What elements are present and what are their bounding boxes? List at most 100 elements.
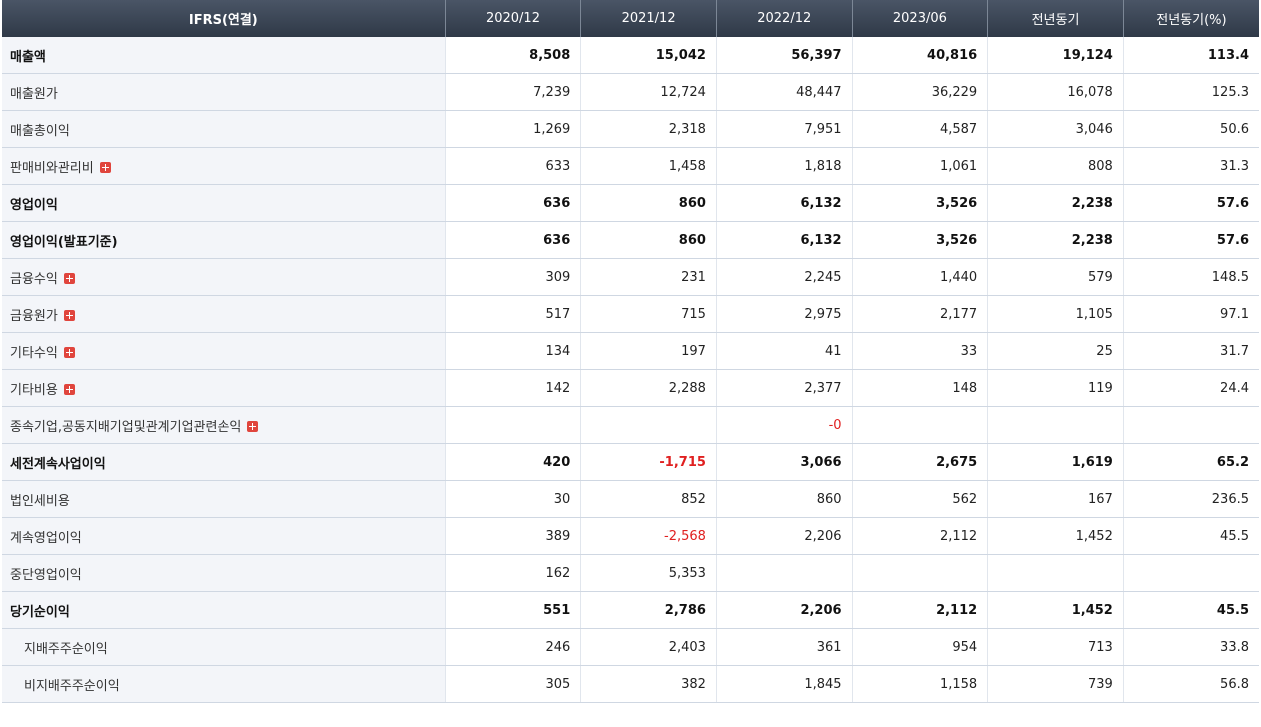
financial-statement-panel: IFRS(연결) 2020/12 2021/12 2022/12 2023/06…: [2, 0, 1259, 703]
table-header: IFRS(연결) 2020/12 2021/12 2022/12 2023/06…: [2, 0, 1259, 37]
income-statement-table: IFRS(연결) 2020/12 2021/12 2022/12 2023/06…: [2, 0, 1259, 703]
header-col-prev-period: 전년동기: [987, 0, 1124, 37]
row-label-cell[interactable]: 판매비와관리비: [2, 147, 446, 185]
value-cell: 6,132: [716, 221, 853, 259]
row-label: 당기순이익: [10, 604, 70, 620]
value-cell: 125.3: [1123, 73, 1259, 111]
value-cell: 97.1: [1123, 295, 1259, 333]
value-cell: 1,458: [580, 147, 717, 185]
table-row: 계속영업이익 389 -2,568 2,206 2,112 1,452 45.5: [2, 517, 1259, 555]
value-cell: [1123, 554, 1259, 592]
value-cell: 2,238: [987, 221, 1124, 259]
header-col-2021-12: 2021/12: [580, 0, 717, 37]
value-cell: 7,951: [716, 110, 853, 148]
expand-plus-icon[interactable]: [247, 420, 259, 432]
value-cell: 5,353: [580, 554, 717, 592]
row-label-cell: 세전계속사업이익: [2, 443, 446, 481]
value-cell: 305: [445, 665, 582, 703]
table-row: 비지배주주순이익 305 382 1,845 1,158 739 56.8: [2, 665, 1259, 703]
expand-plus-icon[interactable]: [63, 272, 75, 284]
value-cell: 50.6: [1123, 110, 1259, 148]
value-cell: 389: [445, 517, 582, 555]
table-row: 판매비와관리비 633 1,458 1,818 1,061 808 31.3: [2, 147, 1259, 185]
row-label-cell[interactable]: 금융수익: [2, 258, 446, 296]
value-cell: 45.5: [1123, 517, 1259, 555]
value-cell: 1,452: [987, 517, 1124, 555]
value-cell: 119: [987, 369, 1124, 407]
value-cell: 2,245: [716, 258, 853, 296]
value-cell: 808: [987, 147, 1124, 185]
value-cell: 3,066: [716, 443, 853, 481]
row-label-cell: 계속영업이익: [2, 517, 446, 555]
value-cell: 8,508: [445, 37, 582, 74]
table-row: 매출액 8,508 15,042 56,397 40,816 19,124 113.4: [2, 37, 1259, 74]
value-cell: 36,229: [852, 73, 989, 111]
value-cell: 1,158: [852, 665, 989, 703]
value-cell: 633: [445, 147, 582, 185]
value-cell: 33.8: [1123, 628, 1259, 666]
row-label: 매출액: [10, 49, 46, 65]
value-cell: 16,078: [987, 73, 1124, 111]
value-cell: 1,845: [716, 665, 853, 703]
value-cell: 65.2: [1123, 443, 1259, 481]
value-cell: 148.5: [1123, 258, 1259, 296]
value-cell: 636: [445, 221, 582, 259]
row-label-cell: 매출액: [2, 37, 446, 74]
table-row: 기타비용 142 2,288 2,377 148 119 24.4: [2, 369, 1259, 407]
table-row: 지배주주순이익 246 2,403 361 954 713 33.8: [2, 628, 1259, 666]
row-label-cell: 중단영업이익: [2, 554, 446, 592]
value-cell: 57.6: [1123, 221, 1259, 259]
row-label-cell[interactable]: 종속기업,공동지배기업및관계기업관련손익: [2, 406, 446, 444]
row-label-cell[interactable]: 금융원가: [2, 295, 446, 333]
row-label-cell[interactable]: 기타비용: [2, 369, 446, 407]
value-cell: -2,568: [580, 517, 717, 555]
row-label-cell[interactable]: 기타수익: [2, 332, 446, 370]
row-label: 영업이익(발표기준): [10, 234, 118, 250]
value-cell: 24.4: [1123, 369, 1259, 407]
header-ifrs-label: IFRS(연결): [2, 0, 446, 37]
row-label: 종속기업,공동지배기업및관계기업관련손익: [10, 419, 242, 435]
value-cell: 197: [580, 332, 717, 370]
table-body: 매출액 8,508 15,042 56,397 40,816 19,124 113.4 매출원…: [2, 37, 1259, 703]
value-cell: 954: [852, 628, 989, 666]
row-label: 영업이익: [10, 197, 58, 213]
value-cell: 142: [445, 369, 582, 407]
header-col-2022-12: 2022/12: [716, 0, 853, 37]
value-cell: 1,061: [852, 147, 989, 185]
row-label: 중단영업이익: [10, 567, 82, 583]
table-row: 매출총이익 1,269 2,318 7,951 4,587 3,046 50.6: [2, 110, 1259, 148]
expand-plus-icon[interactable]: [63, 346, 75, 358]
value-cell: 162: [445, 554, 582, 592]
value-cell: 3,526: [852, 221, 989, 259]
value-cell: 41: [716, 332, 853, 370]
value-cell: 382: [580, 665, 717, 703]
value-cell: 31.3: [1123, 147, 1259, 185]
table-row: 금융원가 517 715 2,975 2,177 1,105 97.1: [2, 295, 1259, 333]
value-cell: 739: [987, 665, 1124, 703]
row-label: 금융수익: [10, 271, 58, 287]
expand-plus-icon[interactable]: [63, 309, 75, 321]
value-cell: 57.6: [1123, 184, 1259, 222]
value-cell: 1,269: [445, 110, 582, 148]
table-row: 영업이익 636 860 6,132 3,526 2,238 57.6: [2, 184, 1259, 222]
table-row: 법인세비용 30 852 860 562 167 236.5: [2, 480, 1259, 518]
value-cell: 113.4: [1123, 37, 1259, 74]
row-label-cell: 매출원가: [2, 73, 446, 111]
expand-plus-icon[interactable]: [99, 161, 111, 173]
value-cell: 6,132: [716, 184, 853, 222]
row-label: 세전계속사업이익: [10, 456, 106, 472]
row-label-cell: 당기순이익: [2, 591, 446, 629]
value-cell: 1,440: [852, 258, 989, 296]
value-cell: 231: [580, 258, 717, 296]
value-cell: 1,452: [987, 591, 1124, 629]
header-col-prev-period-pct: 전년동기(%): [1123, 0, 1259, 37]
row-label: 금융원가: [10, 308, 58, 324]
value-cell: 860: [580, 184, 717, 222]
value-cell: [987, 554, 1124, 592]
value-cell: 551: [445, 591, 582, 629]
expand-plus-icon[interactable]: [63, 383, 75, 395]
row-label: 기타비용: [10, 382, 58, 398]
value-cell: 1,619: [987, 443, 1124, 481]
value-cell: 852: [580, 480, 717, 518]
row-label-cell: 영업이익: [2, 184, 446, 222]
